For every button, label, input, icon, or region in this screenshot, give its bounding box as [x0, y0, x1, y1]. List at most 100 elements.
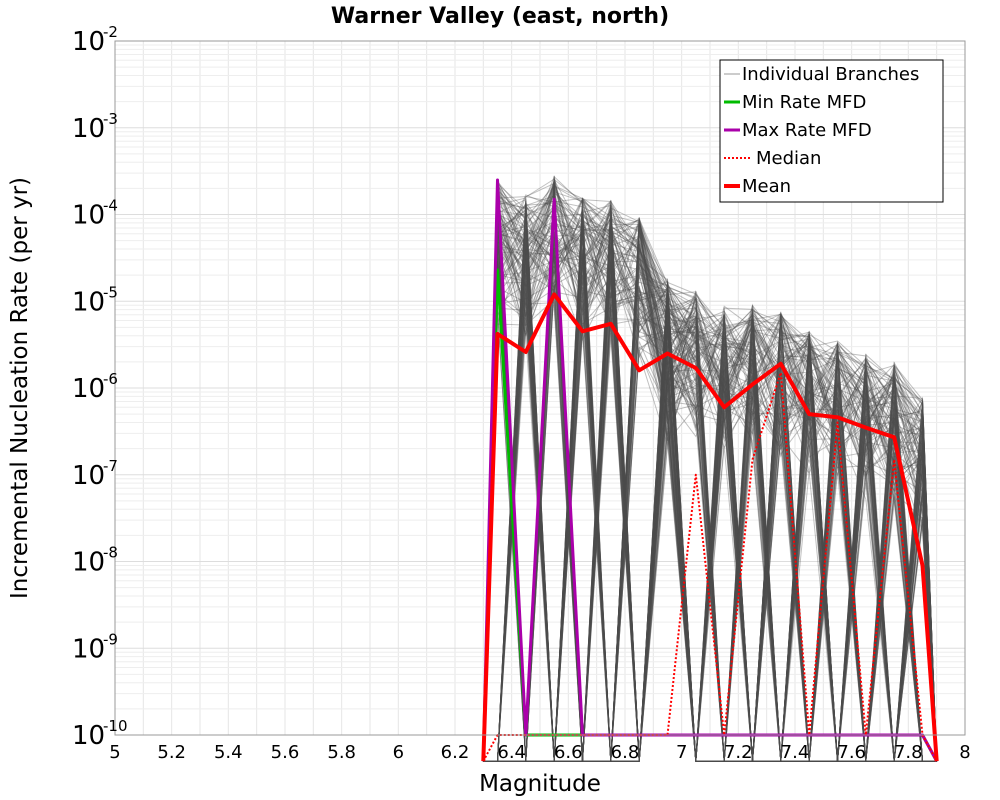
- branch-line: [483, 250, 937, 762]
- branch-line: [482, 178, 937, 762]
- branch-line: [483, 207, 938, 762]
- y-axis-label: Incremental Nucleation Rate (per yr): [7, 177, 33, 599]
- branch-line: [483, 221, 937, 762]
- branch-line: [482, 200, 937, 762]
- series-line-mean: [481, 292, 939, 762]
- y-axis-ticks: 10-210-310-410-510-610-710-810-910-10: [72, 23, 128, 751]
- legend-box: [719, 59, 944, 203]
- branch-line: [483, 210, 938, 762]
- y-tick-base: 10: [72, 287, 105, 317]
- branch-line: [483, 205, 937, 762]
- x-tick-label: 6.8: [611, 742, 640, 763]
- x-tick-label: 5.2: [157, 742, 186, 763]
- branch-line: [482, 230, 938, 762]
- branch-line: [483, 204, 938, 762]
- branch-line: [482, 249, 938, 762]
- branch-line: [482, 191, 938, 762]
- branch-line: [482, 188, 937, 762]
- branch-line: [483, 229, 938, 762]
- branch-line: [482, 209, 938, 762]
- y-tick-exponent: -4: [103, 197, 118, 215]
- branch-line: [483, 183, 938, 762]
- branch-line: [482, 181, 938, 762]
- branch-line: [483, 200, 938, 762]
- legend-label-median: Median: [756, 148, 821, 169]
- branch-line: [482, 196, 938, 762]
- branch-line: [483, 223, 938, 762]
- branch-line: [482, 193, 937, 762]
- branch-line: [483, 210, 937, 762]
- branch-line: [482, 210, 938, 762]
- legend-label-min-rate: Min Rate MFD: [742, 92, 866, 113]
- branch-line: [482, 235, 938, 762]
- branch-line: [482, 213, 938, 762]
- plot-frame: [114, 40, 966, 736]
- chart-title: Warner Valley (east, north): [331, 4, 669, 29]
- branch-line: [483, 222, 937, 762]
- branch-line: [482, 251, 937, 762]
- branch-line: [483, 225, 937, 762]
- branch-line: [482, 218, 937, 762]
- branch-line: [482, 199, 938, 762]
- branch-line: [482, 185, 938, 762]
- branch-line: [482, 195, 938, 762]
- branch-line: [483, 294, 937, 762]
- branch-line: [482, 184, 938, 762]
- y-tick-label: 10-9: [72, 630, 118, 664]
- branch-line: [482, 239, 938, 762]
- branch-line: [482, 182, 937, 762]
- branch-line: [483, 275, 937, 762]
- branch-line: [482, 206, 938, 762]
- branch-line: [482, 200, 937, 762]
- y-tick-base: 10: [72, 721, 105, 751]
- y-tick-exponent: -3: [103, 110, 118, 128]
- branch-line: [482, 233, 938, 762]
- branch-line: [482, 181, 937, 762]
- branch-line: [482, 233, 938, 762]
- branch-line: [483, 228, 938, 762]
- branch-line: [482, 214, 938, 762]
- branch-line: [482, 188, 938, 762]
- branch-line: [482, 199, 938, 762]
- branch-line: [483, 222, 938, 762]
- legend: Individual Branches Min Rate MFD Max Rat…: [719, 59, 944, 203]
- branch-line: [483, 213, 937, 762]
- branch-line: [483, 184, 937, 762]
- branch-line: [483, 278, 938, 762]
- branch-line: [482, 183, 938, 762]
- branch-line: [483, 237, 937, 762]
- branch-line: [482, 275, 938, 762]
- branch-line: [483, 265, 938, 762]
- y-tick-exponent: -2: [103, 23, 118, 41]
- branch-line: [482, 183, 938, 762]
- branch-line: [483, 232, 937, 762]
- x-axis-ticks: 5 5.2 5.4 5.6 5.8 6 6.2 6.4 6.6 6.8 7 7.2 7.4 7.6 7.8 8: [109, 742, 970, 763]
- branch-line: [482, 223, 937, 762]
- branch-line: [482, 216, 937, 762]
- branch-line: [482, 192, 938, 762]
- y-tick-base: 10: [72, 114, 105, 144]
- branch-line: [483, 218, 938, 762]
- branch-line: [483, 214, 937, 762]
- branch-line: [483, 205, 938, 762]
- branch-line: [483, 225, 938, 762]
- branch-line: [482, 192, 938, 762]
- branch-line: [482, 212, 938, 762]
- branch-line: [482, 182, 938, 762]
- branch-line: [482, 219, 938, 762]
- branch-line: [483, 182, 937, 762]
- branch-line: [482, 228, 938, 762]
- x-tick-label: 7.6: [837, 742, 866, 763]
- branch-line: [482, 186, 938, 762]
- branch-line: [482, 180, 937, 762]
- x-tick-label: 6.2: [441, 742, 470, 763]
- x-tick-label: 7.4: [781, 742, 810, 763]
- branch-line: [482, 261, 937, 762]
- branch-line: [482, 245, 937, 762]
- branch-line: [482, 197, 937, 762]
- y-tick-label: 10-10: [72, 717, 128, 751]
- branch-line: [482, 225, 937, 762]
- x-tick-label: 6.4: [497, 742, 526, 763]
- branch-line: [483, 197, 937, 762]
